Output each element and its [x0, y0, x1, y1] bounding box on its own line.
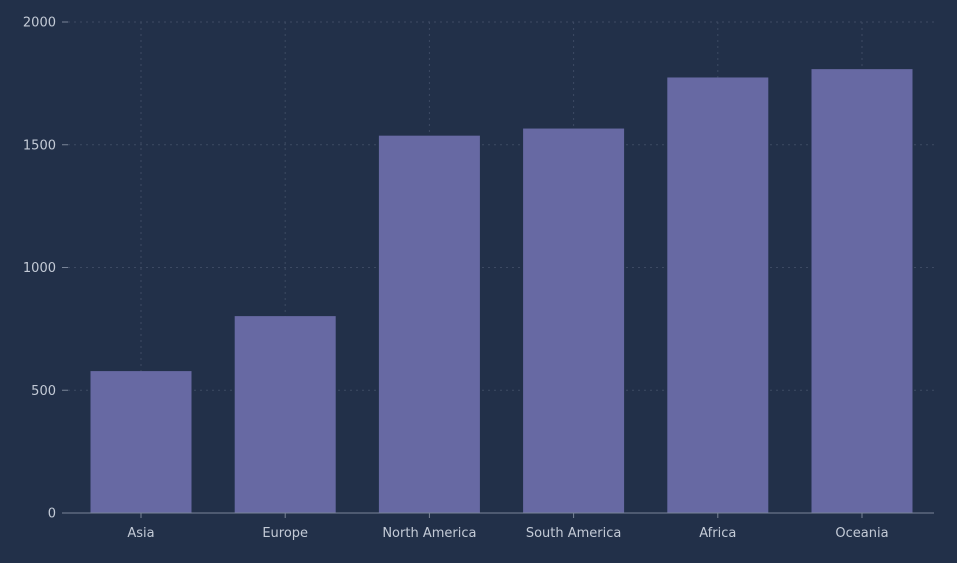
x-tick-label: Asia: [127, 526, 154, 541]
bar-south-america[interactable]: [523, 128, 625, 513]
x-tick-label: North America: [382, 526, 476, 541]
bar-africa[interactable]: [667, 77, 769, 513]
y-tick-label: 0: [48, 507, 56, 522]
y-tick-label: 1500: [23, 138, 56, 153]
bar-oceania[interactable]: [811, 69, 913, 514]
y-tick-label: 2000: [23, 16, 56, 31]
x-tick-label: Africa: [699, 526, 736, 541]
x-axis: Asia Europe North America South America Afri…: [62, 512, 934, 541]
horizontal-grid: [68, 21, 934, 391]
bar-europe[interactable]: [234, 316, 336, 513]
y-tick-label: 1000: [23, 261, 56, 276]
x-tick-label: Oceania: [835, 526, 888, 541]
y-tick-label: 500: [31, 384, 56, 399]
bar-asia[interactable]: [90, 371, 192, 513]
x-tick-label: South America: [526, 526, 622, 541]
bar-north-america[interactable]: [378, 135, 480, 513]
x-tick-label: Europe: [262, 526, 308, 541]
bar-series: [90, 69, 913, 514]
y-axis: 0 500 1000 1500 2000: [23, 16, 68, 522]
